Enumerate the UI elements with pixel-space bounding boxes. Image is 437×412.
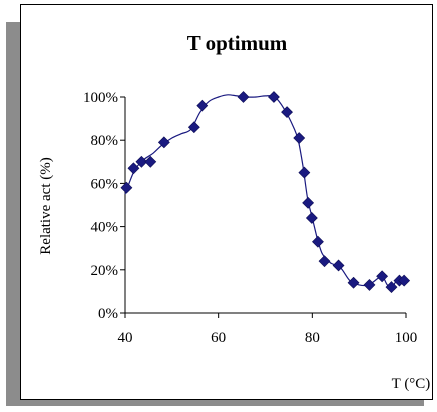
y-tick-label: 40% — [91, 220, 119, 236]
data-point-marker — [144, 155, 157, 168]
y-tick-label: 100% — [83, 90, 118, 106]
x-tick-label: 40 — [118, 330, 133, 346]
series-line — [124, 94, 407, 288]
data-point-marker — [298, 166, 311, 179]
y-tick-label: 20% — [91, 263, 119, 279]
data-point-marker — [312, 235, 324, 248]
y-tick-label: 0% — [98, 306, 118, 322]
data-point-marker — [187, 121, 200, 134]
data-point-marker — [305, 212, 318, 224]
data-point-marker — [318, 255, 331, 268]
data-point-marker — [157, 136, 170, 149]
plot-area: 0% 20% 40% 60% 80% 100% 40 60 80 100 — [83, 90, 417, 346]
x-tick-label: 60 — [211, 330, 226, 346]
data-point-marker — [347, 276, 360, 289]
data-point-marker — [363, 278, 376, 291]
data-point-marker — [385, 281, 398, 294]
chart-frame — [20, 4, 433, 400]
x-tick-label: 100 — [395, 330, 418, 346]
y-tick-label: 80% — [91, 133, 119, 149]
y-tick-label: 60% — [91, 176, 119, 192]
y-axis-label: Relative act (%) — [38, 157, 54, 254]
data-point-marker — [376, 270, 389, 283]
data-point-marker — [398, 274, 411, 287]
data-point-marker — [196, 99, 209, 112]
data-point-marker — [332, 259, 345, 272]
data-point-marker — [268, 91, 280, 103]
data-point-marker — [293, 132, 306, 144]
x-tick-label: 80 — [305, 330, 320, 346]
data-point-marker — [135, 155, 148, 168]
x-axis-label: T (°C) — [392, 376, 431, 392]
data-point-marker — [237, 91, 250, 103]
data-point-marker — [120, 181, 133, 194]
chart-title: T optimum — [187, 31, 288, 55]
data-point-marker — [302, 196, 315, 209]
data-point-marker — [281, 106, 293, 119]
data-point-marker — [127, 162, 140, 175]
